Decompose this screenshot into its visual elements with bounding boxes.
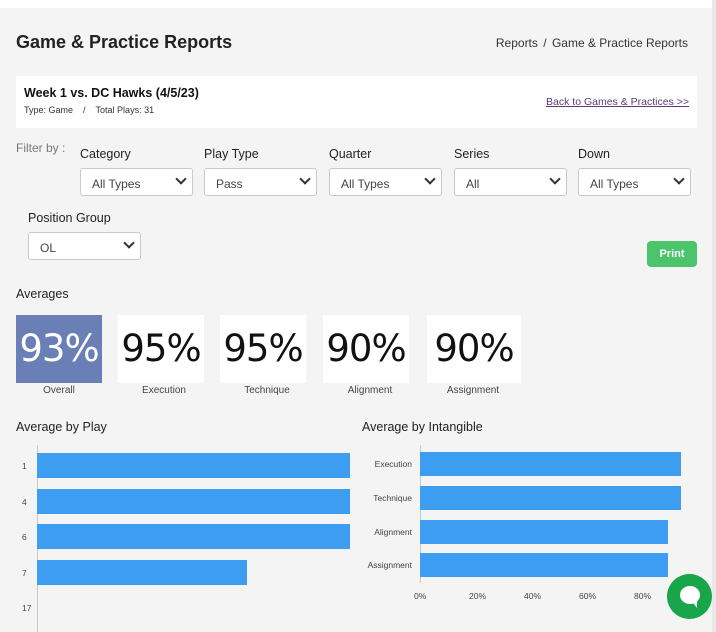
down-select[interactable]: All Types: [578, 168, 691, 196]
breadcrumb-current: Game & Practice Reports: [551, 36, 688, 50]
y-tick-label: Technique: [373, 492, 412, 503]
filter-play-type: Play Type Pass: [204, 147, 317, 196]
game-meta: Type: Game / Total Plays: 31: [24, 105, 154, 115]
total-plays: Total Plays: 31: [95, 105, 155, 115]
filter-series: Series All: [454, 147, 567, 196]
chevron-down-icon: [549, 173, 561, 185]
bar: [37, 559, 247, 585]
bar: [420, 553, 668, 578]
meta-separator: /: [83, 105, 86, 115]
top-strip: [0, 0, 716, 8]
stat-label: Alignment: [347, 385, 393, 396]
page-title: Game & Practice Reports: [16, 32, 233, 52]
stat-card-technique[interactable]: 95%: [220, 315, 306, 383]
stat-card-assignment[interactable]: 90%: [427, 315, 521, 383]
filter-quarter: Quarter All Types: [329, 147, 442, 196]
series-select[interactable]: All: [454, 168, 567, 196]
y-tick-label: 7: [22, 567, 27, 578]
stat-label: Assignment: [446, 385, 500, 396]
stat-label: Overall: [43, 385, 75, 396]
position-group-select[interactable]: OL: [28, 232, 141, 260]
filter-down: Down All Types: [578, 147, 691, 196]
average-by-play-chart: 1 4 6 7 17: [0, 445, 355, 632]
y-tick-label: 1: [22, 461, 27, 471]
game-type: Type: Game: [24, 105, 74, 115]
chevron-down-icon: [424, 173, 436, 185]
filter-play-type-label: Play Type: [204, 147, 259, 161]
filter-quarter-label: Quarter: [329, 147, 372, 161]
chart-play-title: Average by Play: [16, 420, 107, 434]
bar: [420, 519, 668, 544]
x-tick-label: 80%: [634, 591, 652, 601]
game-title: Week 1 vs. DC Hawks (4/5/23): [24, 86, 199, 100]
filter-category-label: Category: [80, 147, 131, 161]
chart-intangible-title: Average by Intangible: [362, 420, 483, 434]
back-to-games-link[interactable]: Back to Games & Practices >>: [546, 96, 689, 108]
filter-by-label: Filter by :: [16, 141, 66, 155]
stat-card-execution[interactable]: 95%: [118, 315, 204, 383]
chevron-down-icon: [175, 173, 187, 185]
bar: [37, 488, 350, 514]
breadcrumb-separator: /: [543, 36, 547, 50]
filter-series-label: Series: [454, 147, 490, 161]
y-tick-label: Alignment: [374, 526, 412, 537]
down-select-value: All Types: [590, 177, 639, 191]
position-group-select-value: OL: [40, 241, 57, 255]
chat-bubble-icon: [680, 586, 700, 604]
x-tick-label: 60%: [579, 591, 597, 601]
filter-down-label: Down: [578, 147, 610, 161]
stat-value: 95%: [223, 327, 303, 370]
stat-value: 93%: [19, 327, 99, 370]
stat-label: Execution: [142, 385, 186, 396]
filter-position-group: Position Group OL: [28, 211, 141, 260]
y-axis-line: [420, 445, 421, 583]
chevron-down-icon: [123, 237, 135, 249]
stat-card-alignment[interactable]: 90%: [323, 315, 409, 383]
breadcrumb-reports-link[interactable]: Reports: [495, 36, 538, 50]
x-tick-label: 40%: [524, 591, 542, 601]
y-tick-label: Execution: [374, 459, 412, 469]
series-select-value: All: [466, 177, 480, 191]
bar: [420, 452, 682, 476]
average-by-intangible-chart: Execution Technique Alignment Assignment 0% 2…: [355, 445, 700, 605]
x-tick-label: 20%: [469, 591, 487, 601]
y-tick-label: Assignment: [367, 560, 412, 571]
filter-position-group-label: Position Group: [28, 211, 111, 225]
stat-card-overall[interactable]: 93%: [16, 315, 102, 383]
bar: [37, 524, 350, 549]
y-tick-label: 4: [22, 496, 27, 507]
chat-tail-icon: [691, 600, 697, 608]
stat-value: 90%: [434, 327, 514, 370]
filter-category: Category All Types: [80, 147, 193, 196]
bar: [420, 485, 682, 510]
y-tick-label: 6: [22, 532, 27, 542]
stat-label: Technique: [244, 385, 290, 396]
scrollbar[interactable]: [712, 0, 716, 632]
print-button[interactable]: Print: [647, 241, 697, 267]
x-tick-label: 0%: [414, 591, 427, 601]
averages-title: Averages: [16, 287, 69, 301]
y-tick-label: 17: [22, 603, 32, 613]
chevron-down-icon: [299, 173, 311, 185]
play-type-select-value: Pass: [216, 177, 243, 191]
quarter-select-value: All Types: [341, 177, 390, 191]
play-type-select[interactable]: Pass: [204, 168, 317, 196]
category-select[interactable]: All Types: [80, 168, 193, 196]
chat-button[interactable]: [667, 574, 712, 619]
category-select-value: All Types: [92, 177, 141, 191]
bar: [37, 453, 350, 478]
stat-value: 90%: [326, 327, 406, 370]
game-info-card: Week 1 vs. DC Hawks (4/5/23) Type: Game /…: [16, 76, 697, 128]
stat-value: 95%: [121, 327, 201, 370]
breadcrumb: Reports / Game & Practice Reports: [495, 36, 689, 50]
quarter-select[interactable]: All Types: [329, 168, 442, 196]
chevron-down-icon: [673, 173, 685, 185]
